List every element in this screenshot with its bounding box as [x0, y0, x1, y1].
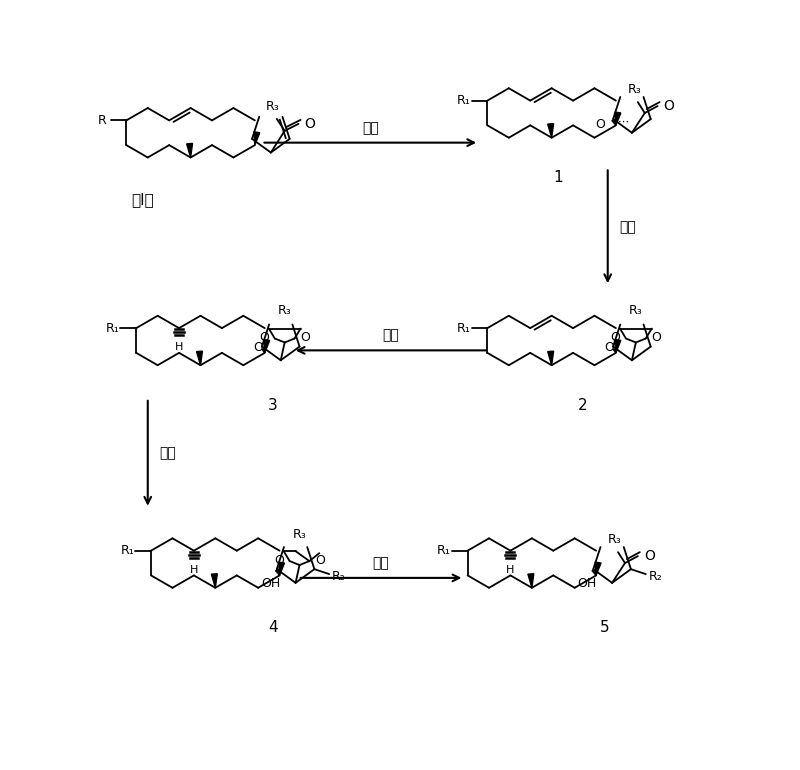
- Text: R₂: R₂: [649, 570, 662, 583]
- Text: R₃: R₃: [278, 303, 291, 316]
- Text: O: O: [595, 118, 605, 131]
- Text: R₁: R₁: [121, 544, 134, 557]
- Text: OH: OH: [262, 577, 281, 590]
- Text: R₂: R₂: [332, 570, 346, 583]
- Text: 2: 2: [578, 398, 588, 413]
- Text: O: O: [274, 554, 284, 567]
- Text: 3: 3: [268, 398, 278, 413]
- Text: 缩酮: 缩酮: [619, 219, 636, 234]
- Polygon shape: [211, 574, 218, 588]
- Text: R: R: [98, 114, 107, 127]
- Text: O: O: [301, 331, 310, 344]
- Text: O: O: [305, 117, 315, 131]
- Text: 5: 5: [599, 621, 609, 635]
- Text: O: O: [315, 554, 326, 567]
- Text: 水解: 水解: [373, 556, 390, 570]
- Text: ⋯: ⋯: [618, 117, 629, 127]
- Text: R₃: R₃: [293, 528, 306, 541]
- Text: R₁: R₁: [437, 544, 450, 557]
- Text: OH: OH: [578, 577, 597, 590]
- Text: 加成: 加成: [160, 447, 176, 460]
- Text: O: O: [610, 331, 620, 344]
- Text: R₁: R₁: [457, 322, 470, 335]
- Polygon shape: [548, 351, 554, 365]
- Text: 环氧: 环氧: [362, 121, 378, 135]
- Text: O: O: [663, 99, 674, 113]
- Text: （I）: （I）: [131, 192, 154, 207]
- Polygon shape: [278, 562, 285, 575]
- Polygon shape: [186, 143, 193, 158]
- Polygon shape: [548, 124, 554, 138]
- Text: 4: 4: [268, 621, 278, 635]
- Text: O: O: [253, 341, 262, 354]
- Text: R₃: R₃: [266, 100, 280, 113]
- Polygon shape: [528, 574, 534, 588]
- Text: O: O: [604, 341, 614, 354]
- Polygon shape: [615, 340, 621, 353]
- Text: R₁: R₁: [106, 322, 119, 335]
- Polygon shape: [197, 351, 202, 365]
- Text: 1: 1: [554, 170, 563, 186]
- Polygon shape: [615, 112, 621, 126]
- Text: H: H: [506, 564, 514, 574]
- Text: O: O: [652, 331, 662, 344]
- Text: O: O: [259, 331, 269, 344]
- Polygon shape: [595, 562, 601, 575]
- Text: 氢化: 氢化: [382, 329, 399, 343]
- Text: H: H: [175, 342, 183, 352]
- Polygon shape: [264, 340, 270, 353]
- Polygon shape: [254, 132, 260, 145]
- Text: H: H: [190, 564, 198, 574]
- Text: R₃: R₃: [608, 534, 622, 546]
- Text: R₃: R₃: [628, 83, 642, 96]
- Text: O: O: [644, 549, 654, 563]
- Text: R₁: R₁: [457, 94, 470, 107]
- Text: R₃: R₃: [629, 303, 642, 316]
